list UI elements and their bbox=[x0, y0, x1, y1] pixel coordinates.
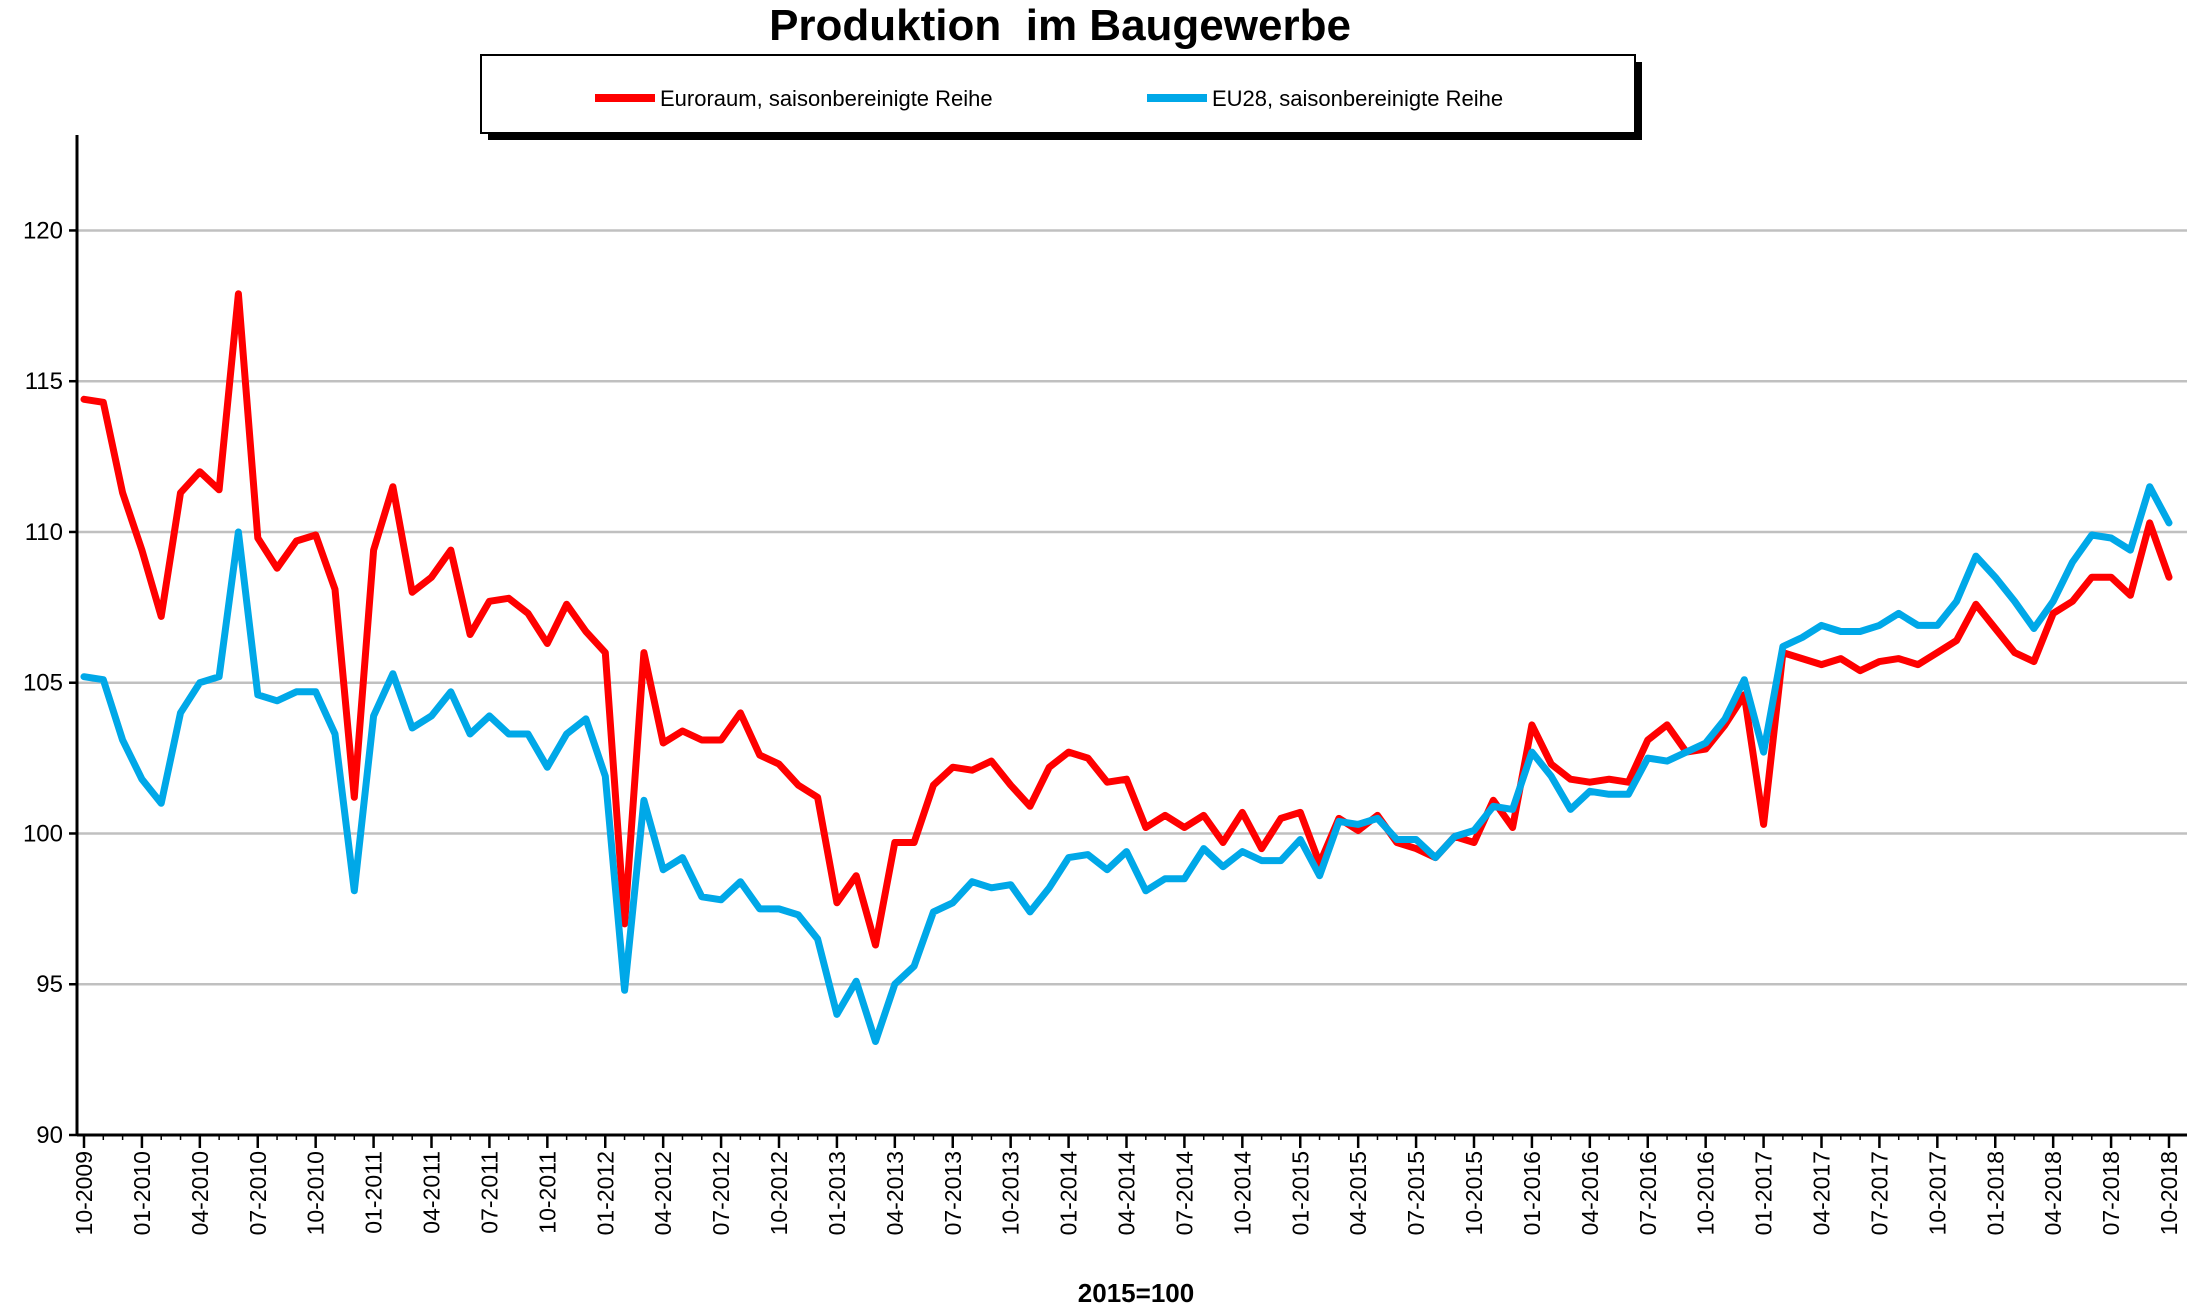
x-tick-label: 10-2012 bbox=[766, 1151, 792, 1235]
x-tick-label: 01-2018 bbox=[1982, 1151, 2008, 1235]
y-tick-label: 115 bbox=[25, 368, 63, 395]
x-tick-label: 10-2013 bbox=[998, 1151, 1024, 1235]
x-tick-label: 07-2017 bbox=[1866, 1151, 1892, 1235]
y-tick-label: 95 bbox=[36, 971, 63, 998]
x-tick-label: 10-2016 bbox=[1693, 1151, 1719, 1235]
y-tick-label: 120 bbox=[23, 217, 63, 244]
x-tick-label: 01-2014 bbox=[1056, 1151, 1082, 1236]
legend: Euroraum, saisonbereinigte Reihe EU28, s… bbox=[480, 54, 1642, 140]
x-tick-label: 10-2014 bbox=[1229, 1151, 1255, 1236]
x-tick-label: 07-2012 bbox=[708, 1151, 734, 1235]
x-tick-label: 07-2014 bbox=[1171, 1151, 1197, 1236]
x-tick-label: 07-2010 bbox=[245, 1151, 271, 1235]
x-tick-label: 10-2011 bbox=[534, 1151, 560, 1234]
x-tick-label: 07-2016 bbox=[1635, 1151, 1661, 1235]
x-tick-label: 10-2010 bbox=[303, 1151, 329, 1235]
x-tick-label: 04-2012 bbox=[650, 1151, 676, 1235]
x-axis-label: 2015=100 bbox=[1078, 1278, 1194, 1308]
x-tick-label: 04-2010 bbox=[187, 1151, 213, 1235]
x-tick-label: 10-2018 bbox=[2156, 1151, 2182, 1235]
legend-label-euroraum: Euroraum, saisonbereinigte Reihe bbox=[660, 86, 993, 111]
gridlines bbox=[77, 229, 2187, 986]
x-tick-label: 01-2012 bbox=[592, 1151, 618, 1235]
y-axis-ticks: 90 95 100 105 110 115 120 bbox=[23, 217, 77, 1149]
series-line-eu28 bbox=[80, 483, 2173, 1045]
x-tick-label: 10-2017 bbox=[1924, 1151, 1950, 1235]
y-tick-label: 110 bbox=[25, 519, 63, 546]
x-tick-label: 01-2013 bbox=[824, 1151, 850, 1235]
x-tick-label: 01-2017 bbox=[1751, 1151, 1777, 1235]
series-line-euroraum bbox=[80, 290, 2173, 949]
x-tick-label: 04-2018 bbox=[2040, 1151, 2066, 1235]
y-tick-label: 90 bbox=[36, 1122, 63, 1149]
x-tick-label: 04-2015 bbox=[1345, 1151, 1371, 1235]
x-tick-label: 04-2016 bbox=[1577, 1151, 1603, 1235]
x-tick-label: 01-2011 bbox=[361, 1151, 387, 1234]
y-tick-label: 105 bbox=[23, 670, 63, 697]
x-tick-label: 04-2011 bbox=[419, 1151, 445, 1234]
x-tick-label: 04-2017 bbox=[1809, 1151, 1835, 1235]
chart-title: Produktion im Baugewerbe bbox=[769, 1, 1351, 50]
legend-label-eu28: EU28, saisonbereinigte Reihe bbox=[1212, 86, 1503, 111]
series-lines bbox=[80, 290, 2173, 1045]
x-axis-ticks: 10-2009 01-2010 04-2010 07-2010 10-2010 01-20… bbox=[71, 1135, 2182, 1235]
x-tick-label: 10-2015 bbox=[1461, 1151, 1487, 1235]
x-tick-label: 01-2010 bbox=[129, 1151, 155, 1235]
x-tick-label: 07-2018 bbox=[2098, 1151, 2124, 1235]
y-tick-label: 100 bbox=[23, 820, 63, 847]
x-tick-label: 07-2015 bbox=[1403, 1151, 1429, 1235]
x-tick-label: 07-2011 bbox=[476, 1151, 502, 1234]
x-tick-label: 04-2013 bbox=[882, 1151, 908, 1235]
x-tick-label: 04-2014 bbox=[1114, 1151, 1140, 1236]
x-tick-label: 01-2015 bbox=[1287, 1151, 1313, 1235]
x-tick-label: 07-2013 bbox=[940, 1151, 966, 1235]
x-tick-label: 10-2009 bbox=[71, 1151, 97, 1235]
x-tick-label: 01-2016 bbox=[1519, 1151, 1545, 1235]
